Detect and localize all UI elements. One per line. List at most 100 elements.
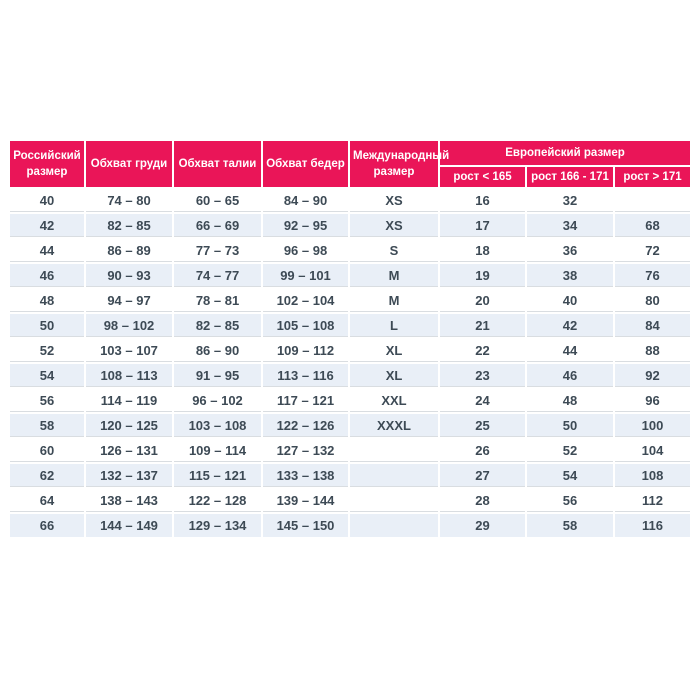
table-row: 42 82 – 85 66 – 69 92 – 95 XS 17 34 68 [10, 214, 691, 238]
table-header: Российский размер Обхват груди Обхват та… [10, 141, 691, 188]
table-cell: 82 – 85 [174, 314, 261, 338]
table-cell [350, 464, 438, 488]
table-cell: 24 [440, 389, 525, 413]
col-header-european-size-group: Европейский размер [440, 141, 691, 165]
table-row: 46 90 – 93 74 – 77 99 – 101 M 19 38 76 [10, 264, 691, 288]
table-cell: 54 [10, 364, 84, 388]
col-header-height-lt-165: рост < 165 [440, 167, 525, 188]
table-cell: XL [350, 339, 438, 363]
table-cell: 56 [527, 489, 613, 513]
table-cell: M [350, 264, 438, 288]
table-cell: 19 [440, 264, 525, 288]
table-cell: 46 [527, 364, 613, 388]
table-cell: 99 – 101 [263, 264, 348, 288]
table-cell: 117 – 121 [263, 389, 348, 413]
table-cell: 76 [615, 264, 691, 288]
table-row: 40 74 – 80 60 – 65 84 – 90 XS 16 32 [10, 189, 691, 213]
table-row: 62 132 – 137 115 – 121 133 – 138 27 54 108 [10, 464, 691, 488]
table-cell: 16 [440, 189, 525, 213]
table-row: 44 86 – 89 77 – 73 96 – 98 S 18 36 72 [10, 239, 691, 263]
col-header-height-166-171: рост 166 - 171 [527, 167, 613, 188]
table-cell: 103 – 108 [174, 414, 261, 438]
col-header-international-size: Международный размер [350, 141, 449, 188]
table-cell: 58 [10, 414, 84, 438]
table-cell: L [350, 314, 438, 338]
table-cell: 38 [527, 264, 613, 288]
table-cell: 138 – 143 [86, 489, 172, 513]
table-cell: 23 [440, 364, 525, 388]
table-cell: 62 [10, 464, 84, 488]
table-cell: XXL [350, 389, 438, 413]
table-cell: 104 [615, 439, 691, 463]
table-cell: 17 [440, 214, 525, 238]
table-cell: XS [350, 189, 438, 213]
table-cell: 44 [527, 339, 613, 363]
header-row-main: Российский размер Обхват груди Обхват та… [10, 141, 691, 188]
table-cell: 80 [615, 289, 691, 313]
table-cell: 21 [440, 314, 525, 338]
table-cell: 44 [10, 239, 84, 263]
table-row: 56 114 – 119 96 – 102 117 – 121 XXL 24 48 96 [10, 389, 691, 413]
table-cell: 74 – 77 [174, 264, 261, 288]
table-cell: 64 [10, 489, 84, 513]
table-cell: 92 – 95 [263, 214, 348, 238]
table-cell: 40 [10, 189, 84, 213]
table-cell: 29 [440, 514, 525, 538]
table-cell: 36 [527, 239, 613, 263]
header-row-sub: рост < 165 рост 166 - 171 рост > 171 [10, 167, 691, 188]
table-cell: 56 [10, 389, 84, 413]
table-cell: 108 – 113 [86, 364, 172, 388]
table-cell: 90 – 93 [86, 264, 172, 288]
table-cell: 122 – 128 [174, 489, 261, 513]
table-cell: 48 [10, 289, 84, 313]
table-cell: 120 – 125 [86, 414, 172, 438]
table-row: 58 120 – 125 103 – 108 122 – 126 XXXL 25 50 100 [10, 414, 691, 438]
table-cell: 40 [527, 289, 613, 313]
col-header-hips: Обхват бедер [263, 141, 348, 188]
table-cell: M [350, 289, 438, 313]
table-cell [350, 439, 438, 463]
table-cell: 68 [615, 214, 691, 238]
table-cell: 126 – 131 [86, 439, 172, 463]
table-cell: 108 [615, 464, 691, 488]
table-cell: 91 – 95 [174, 364, 261, 388]
table-cell: XL [350, 364, 438, 388]
table-cell: 96 – 102 [174, 389, 261, 413]
table-cell: 18 [440, 239, 525, 263]
table-cell: 92 [615, 364, 691, 388]
table-cell: 116 [615, 514, 691, 538]
table-cell: 96 [615, 389, 691, 413]
table-cell: 109 – 114 [174, 439, 261, 463]
table-cell: 84 [615, 314, 691, 338]
table-cell: 88 [615, 339, 691, 363]
table-cell: 113 – 116 [263, 364, 348, 388]
table-cell: 50 [527, 414, 613, 438]
table-cell: 114 – 119 [86, 389, 172, 413]
table-cell: 133 – 138 [263, 464, 348, 488]
table-cell: 50 [10, 314, 84, 338]
table-cell: 78 – 81 [174, 289, 261, 313]
table-cell: 86 – 89 [86, 239, 172, 263]
table-cell: 96 – 98 [263, 239, 348, 263]
table-cell: 82 – 85 [86, 214, 172, 238]
col-header-russian-size: Российский размер [10, 141, 84, 188]
table-cell: 122 – 126 [263, 414, 348, 438]
table-cell: 52 [10, 339, 84, 363]
table-cell: 129 – 134 [174, 514, 261, 538]
table-cell: 94 – 97 [86, 289, 172, 313]
table-cell: 103 – 107 [86, 339, 172, 363]
table-cell: 48 [527, 389, 613, 413]
table-cell: XXXL [350, 414, 438, 438]
table-cell: S [350, 239, 438, 263]
size-chart-table: Российский размер Обхват груди Обхват та… [8, 139, 692, 539]
table-cell: 132 – 137 [86, 464, 172, 488]
table-cell: 54 [527, 464, 613, 488]
table-cell: 32 [527, 189, 613, 213]
table-cell: 100 [615, 414, 691, 438]
table-cell: 28 [440, 489, 525, 513]
table-cell: 26 [440, 439, 525, 463]
col-header-chest: Обхват груди [86, 141, 172, 188]
table-cell: 52 [527, 439, 613, 463]
table-row: 60 126 – 131 109 – 114 127 – 132 26 52 104 [10, 439, 691, 463]
